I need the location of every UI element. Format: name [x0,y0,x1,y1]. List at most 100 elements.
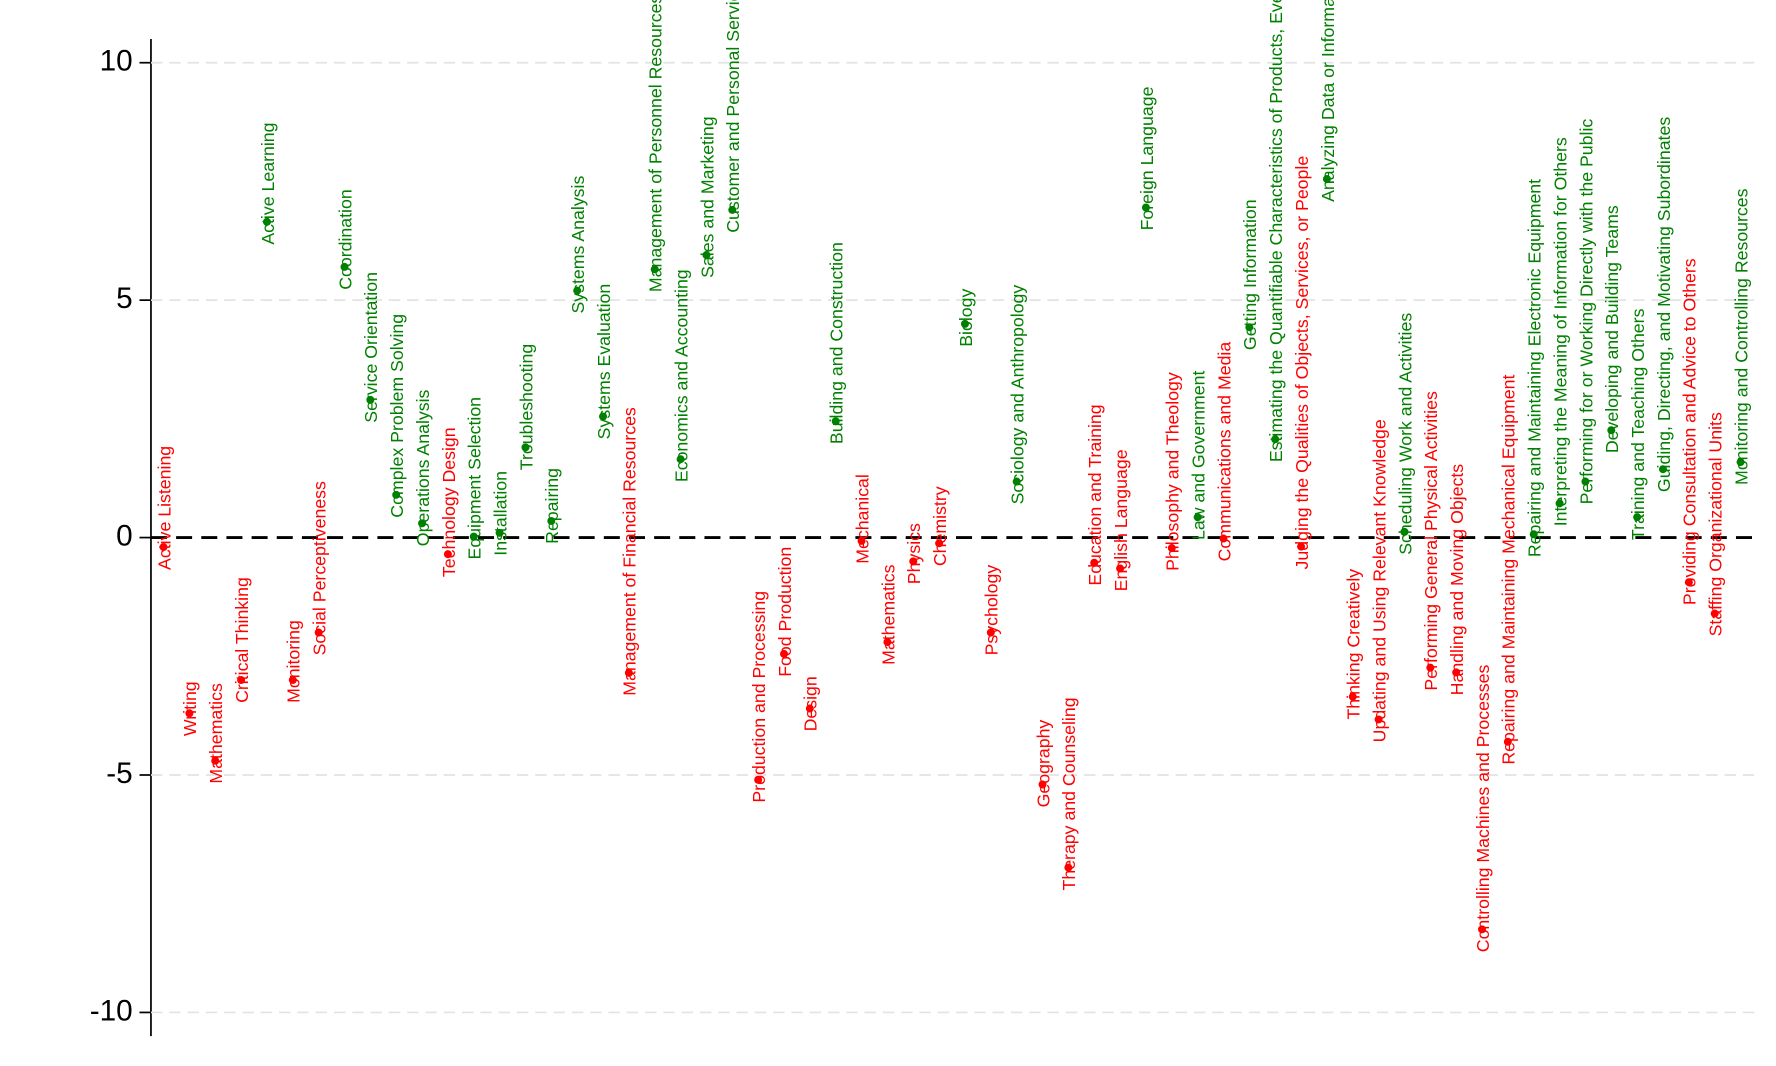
point-label: Physics [904,523,924,584]
point-label: Judging the Qualities of Objects, Servic… [1292,156,1312,570]
point-label: Active Listening [154,446,174,570]
point-label: Coordination [335,189,355,289]
point-label: Service Orientation [361,272,381,423]
point [650,265,659,274]
point [495,528,504,537]
point-label: Operations Analysis [413,389,433,546]
point-label: Mechanical [852,474,872,564]
point [1503,737,1512,746]
point [1581,477,1590,486]
point-label: Monitoring [284,620,304,703]
point [1297,542,1306,551]
point [805,704,814,713]
point [1271,435,1280,444]
point [159,543,168,552]
point-label: Guiding, Directing, and Motivating Subor… [1654,117,1674,492]
point [1116,564,1125,573]
point-label: Sociology and Anthropology [1008,285,1028,505]
point-label: Installation [490,471,510,556]
point-label: English Language [1111,449,1131,591]
point-label: Building and Construction [827,242,847,444]
point-label: Technology Design [439,427,459,577]
point-label: Systems Analysis [568,176,588,314]
point-label: Scheduling Work and Activities [1395,313,1415,555]
y-tick-label: 10 [100,45,133,78]
point-label: Management of Personnel Resources [646,0,666,292]
point-label: Therapy and Counseling [1059,697,1079,890]
point [754,775,763,784]
point-label: Active Learning [258,123,278,245]
point [288,676,297,685]
point-label: Philosophy and Theology [1163,372,1183,571]
point-label: Writing [180,681,200,736]
point [599,412,608,421]
point [1529,530,1538,539]
point-label: Repairing and Maintaining Electronic Equ… [1525,179,1545,557]
point [1426,663,1435,672]
point [185,709,194,718]
y-tick-label: 0 [116,519,133,552]
point [1607,426,1616,435]
point-label: Economics and Accounting [671,269,691,482]
point [1400,527,1409,536]
point [779,649,789,658]
point-label: Foreign Language [1137,86,1157,230]
point [1064,863,1073,872]
point [418,519,427,528]
point-label: Systems Evaluation [594,284,614,440]
point [1555,499,1564,508]
point [624,668,633,677]
point [1038,780,1047,789]
point-label: Estimating the Quantifiable Characterist… [1266,0,1286,462]
point [1736,458,1745,467]
point [443,550,452,559]
point-label: Repairing [542,468,562,544]
point-label: Updating and Using Relevant Knowledge [1369,419,1389,742]
point-label: Food Production [775,547,795,677]
point [469,532,478,541]
point-label: Developing and Building Teams [1602,205,1622,453]
point [573,286,582,295]
point [883,638,892,647]
point-label: Performing for or Working Directly with … [1576,119,1596,505]
point-label: Biology [956,289,976,347]
point [1322,175,1331,184]
point-label: Psychology [982,565,1002,656]
point-label: Education and Training [1085,404,1105,585]
y-tick-label: -5 [106,757,132,790]
point-label: Management of Financial Resources [620,407,640,696]
point [702,251,711,260]
point [1167,544,1176,553]
point-label: Performing General Physical Activities [1421,391,1441,691]
point [986,628,995,637]
point [392,490,401,499]
point-label: Communications and Media [1214,342,1234,562]
point-label: Training and Teaching Others [1628,308,1648,540]
point [676,455,685,464]
point [935,539,944,548]
point-label: Customer and Personal Service [723,0,743,233]
point [857,536,866,545]
point [1658,465,1667,474]
point [262,217,271,226]
point [1684,578,1693,587]
point-label: Thinking Creatively [1344,569,1364,720]
point [1452,668,1461,677]
point [211,756,220,765]
point [1374,715,1383,724]
point-label: Equipment Selection [465,397,485,560]
point-label: Handling and Moving Objects [1447,464,1467,696]
point-label: Law and Government [1189,371,1209,540]
point [1348,692,1357,701]
point-label: Troubleshooting [516,344,536,470]
point [1012,477,1021,486]
point-label: Geography [1033,720,1053,808]
point-label: Getting Information [1240,199,1260,350]
y-tick-label: -10 [90,994,133,1027]
point-label: Design [801,676,821,731]
point-label: Complex Problem Solving [387,314,407,518]
point [728,205,737,214]
point [314,628,323,637]
point [1219,534,1228,543]
